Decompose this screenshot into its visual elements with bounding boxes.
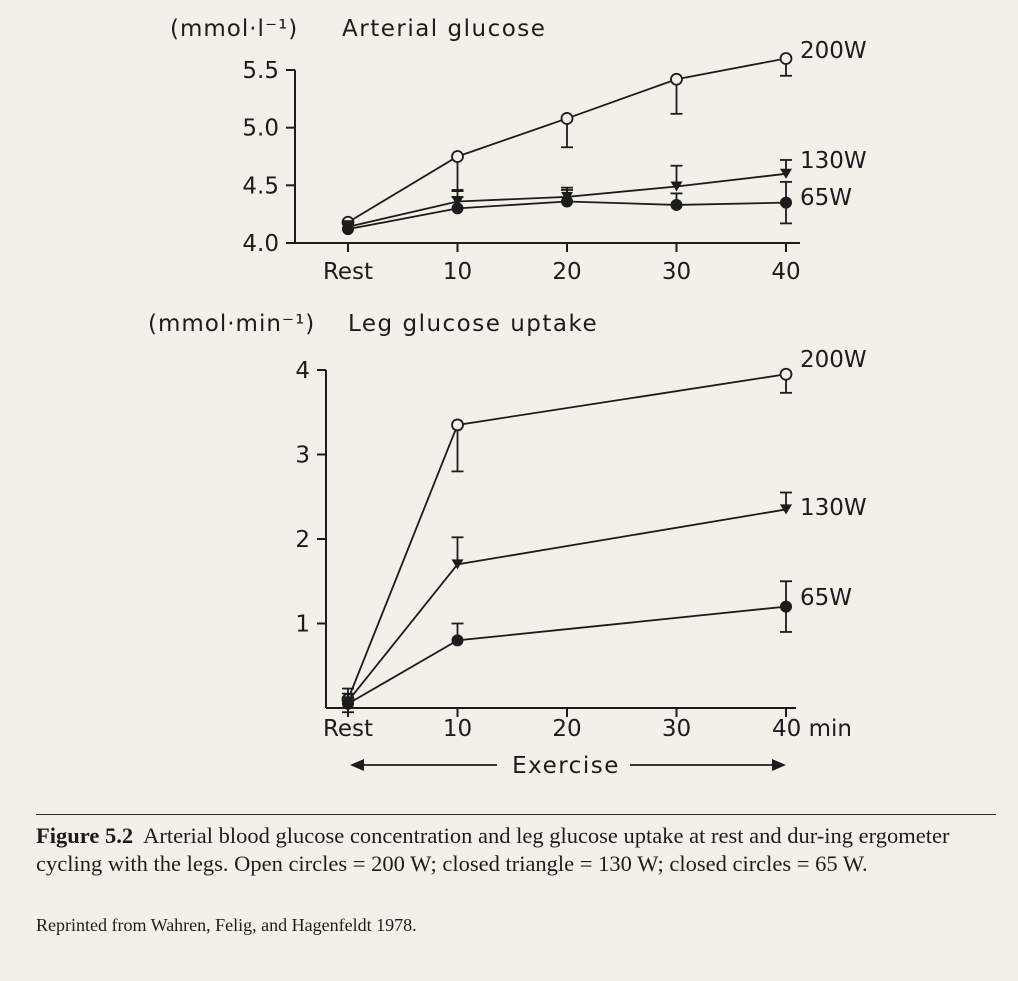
panel1-point-65w	[780, 196, 792, 209]
panel2-x-tick-label: Rest	[323, 716, 373, 742]
caption-label: Figure 5.2	[36, 823, 134, 848]
panel1-point-200w	[670, 72, 683, 86]
panel2-series-label-130w: 130W	[800, 495, 867, 521]
caption-divider	[36, 814, 996, 815]
panel1-point-65w	[561, 195, 573, 208]
caption-text: Arterial blood glucose concentration and…	[36, 823, 950, 876]
panel1-y-tick-label: 5.0	[242, 116, 279, 142]
panel2-series-line-65w	[347, 605, 787, 705]
panel1-point-200w	[779, 52, 793, 65]
panel2-y-tick-label: 2	[295, 527, 310, 553]
panel2-x-tick-label: 10	[443, 716, 472, 742]
panel1-x-tick-label: 20	[552, 259, 581, 285]
exercise-arrow-right-head	[772, 759, 786, 771]
panel2-point-130w	[451, 559, 464, 570]
panel1-point-65w	[670, 198, 683, 211]
panel1-x-tick-label: 40	[771, 259, 800, 285]
exercise-arrow-left-head	[350, 759, 364, 771]
panel1-series-label-65w: 65W	[800, 185, 852, 211]
panel1-point-65w	[342, 223, 354, 236]
panel1-point-65w	[451, 202, 464, 215]
figure-caption: Figure 5.2 Arterial blood glucose concent…	[36, 822, 996, 878]
panel2-point-65w	[780, 600, 792, 613]
panel1-y-tick-label: 4.0	[242, 231, 279, 257]
panel2-series-line-130w	[347, 508, 787, 702]
panel1-y-tick-label: 5.5	[242, 58, 279, 84]
panel1-point-130w	[780, 168, 792, 179]
panel2-point-130w	[780, 504, 792, 515]
panel2-point-200w	[451, 418, 464, 432]
panel1-y-tick-label: 4.5	[242, 173, 279, 199]
panel2-series-label-200w: 200W	[800, 347, 867, 373]
panel2-point-65w	[342, 697, 354, 710]
panel2-y-tick-label: 1	[295, 612, 310, 638]
panel1-y-label: (mmol·l⁻¹)	[170, 16, 298, 42]
panel2-series-label-65w: 65W	[800, 585, 852, 611]
caption-credit: Reprinted from Wahren, Felig, and Hagenf…	[36, 915, 417, 935]
figure-chart: 4.0 4.5 5.0 5.5 Rest 10 20 30 40 Arterial glucose…	[148, 16, 867, 779]
panel2-point-65w	[451, 634, 464, 647]
panel1-point-130w	[670, 181, 683, 192]
panel2-x-tick-label: 40 min	[772, 716, 852, 742]
panel1-x-tick-label: Rest	[323, 259, 373, 285]
panel1-point-200w	[451, 150, 464, 163]
panel2-series-line-200w	[347, 373, 787, 700]
panel1-series-label-200w: 200W	[800, 38, 867, 64]
panel2-y-tick-label: 3	[295, 443, 310, 469]
panel2-y-label: (mmol·min⁻¹)	[148, 311, 315, 337]
x-axis-label-exercise: Exercise	[512, 753, 620, 779]
panel1-x-tick-label: 30	[662, 259, 691, 285]
panel1-x-tick-label: 10	[443, 259, 472, 285]
panel2-x-tick-label: 20	[552, 716, 581, 742]
panel2-x-tick-label: 30	[662, 716, 691, 742]
panel1-title: Arterial glucose	[342, 16, 546, 42]
panel2-point-200w	[779, 367, 793, 381]
panel1-point-200w	[560, 112, 574, 125]
panel2-title: Leg glucose uptake	[348, 311, 598, 337]
panel1-series-label-130w: 130W	[800, 148, 867, 174]
panel2-y-tick-label: 4	[295, 358, 310, 384]
